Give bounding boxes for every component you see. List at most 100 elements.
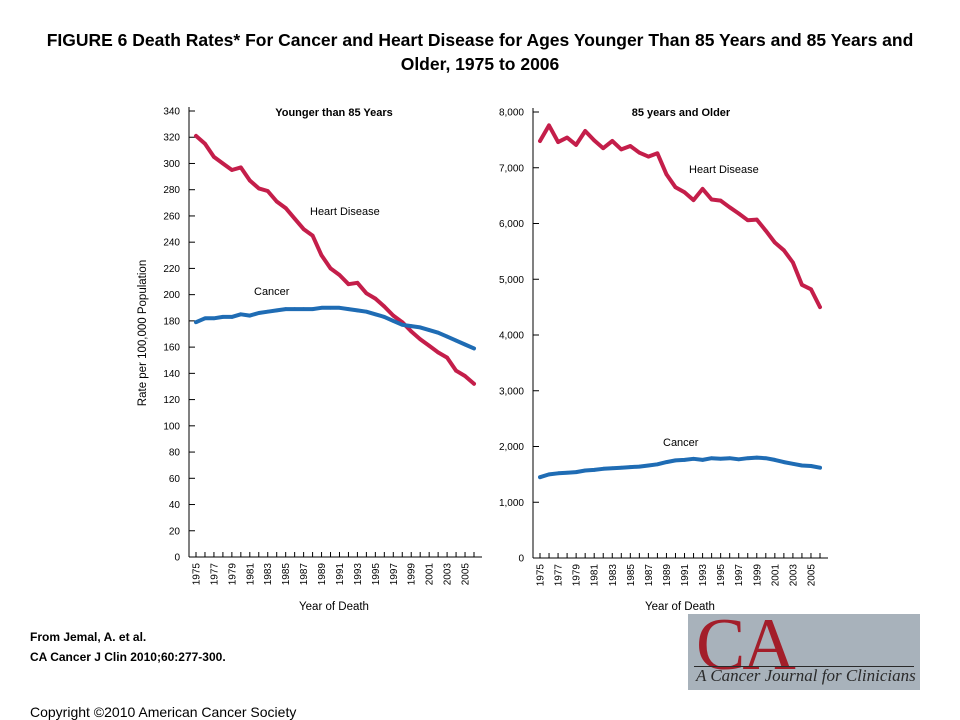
cancer-data-point (310, 307, 315, 311)
logo-journal-name: A Cancer Journal for Clinicians (696, 666, 916, 685)
cancer-data-point (601, 467, 605, 471)
heart-disease-data-point (745, 218, 750, 222)
heart-disease-data-point (782, 248, 786, 253)
cancer-data-point (764, 456, 768, 461)
x-tick-label: 1993 (698, 564, 709, 587)
cancer-data-point (194, 320, 198, 325)
x-tick-label: 1999 (407, 563, 418, 586)
y-tick-label: 0 (518, 554, 524, 565)
heart-disease-data-point (239, 165, 243, 170)
cancer-data-point (319, 306, 324, 310)
cancer-data-point (427, 328, 432, 332)
heart-disease-data-point (283, 206, 288, 210)
cancer-data-point (637, 464, 642, 469)
x-tick-label: 1991 (335, 563, 346, 586)
cancer-data-point (283, 307, 288, 311)
x-tick-label: 2003 (788, 564, 799, 587)
y-tick-label: 140 (163, 369, 180, 380)
heart-disease-data-point (194, 134, 198, 138)
heart-disease-data-point (601, 146, 605, 150)
y-tick-label: 280 (163, 185, 180, 196)
cancer-data-point (472, 346, 476, 351)
heart-disease-data-point (727, 205, 732, 210)
cancer-data-point (239, 312, 243, 317)
cancer-data-point (700, 458, 705, 462)
cancer-series-line (538, 455, 822, 480)
x-tick-label: 1975 (192, 563, 203, 586)
journal-logo: CA A Cancer Journal for Clinicians (688, 614, 920, 690)
cancer-data-point (445, 334, 449, 339)
cancer-data-point (265, 309, 270, 314)
cancer-data-point (248, 313, 252, 318)
x-tick-label: 1977 (209, 563, 220, 586)
cancer-data-point (673, 458, 678, 463)
heart-disease-data-point (409, 329, 414, 334)
heart-disease-data-point (427, 344, 432, 348)
y-tick-label: 8,000 (499, 108, 524, 119)
cancer-data-point (682, 458, 687, 462)
heart-disease-data-point (418, 337, 423, 342)
cancer-data-point (301, 307, 306, 311)
heart-disease-data-point (700, 187, 705, 191)
cancer-data-point (556, 471, 560, 476)
heart-disease-data-point (355, 281, 360, 285)
x-tick-label: 1981 (590, 564, 601, 587)
cancer-data-point (736, 457, 741, 462)
y-tick-label: 3,000 (499, 386, 524, 397)
cancer-data-point (818, 465, 822, 470)
heart-disease-data-point (791, 260, 795, 265)
y-tick-label: 300 (163, 159, 180, 170)
heart-disease-data-point (257, 186, 261, 191)
heart-disease-data-point (628, 144, 633, 148)
x-axis-title: Year of Death (299, 601, 369, 610)
heart-disease-data-point (292, 216, 297, 221)
y-tick-label: 5,000 (499, 275, 524, 286)
y-tick-label: 2,000 (499, 442, 524, 453)
heart-disease-data-point (619, 147, 624, 152)
heart-disease-data-point (382, 304, 387, 309)
heart-disease-data-point (764, 228, 768, 233)
x-tick-label: 1997 (734, 564, 745, 587)
y-tick-label: 20 (169, 526, 181, 537)
x-tick-label: 1987 (299, 563, 310, 586)
heart-disease-data-point (637, 150, 642, 155)
heart-disease-data-point (221, 161, 225, 166)
y-tick-label: 180 (163, 316, 180, 327)
heart-disease-data-point (319, 253, 324, 258)
y-tick-label: 220 (163, 264, 180, 275)
x-tick-label: 1985 (281, 563, 292, 586)
cancer-data-point (628, 465, 633, 469)
y-tick-label: 0 (174, 553, 180, 564)
heart-disease-series-line (194, 133, 476, 386)
heart-disease-data-point (664, 172, 669, 177)
x-tick-label: 1989 (662, 564, 673, 587)
cancer-data-point (664, 460, 669, 464)
x-tick-label: 1979 (227, 563, 238, 586)
heart-disease-data-point (691, 198, 696, 202)
panel-title: 85 years and Older (632, 107, 731, 119)
y-tick-label: 80 (169, 448, 181, 459)
x-tick-label: 1995 (716, 564, 727, 587)
x-tick-label: 1993 (353, 563, 364, 586)
x-tick-label: 1977 (554, 564, 565, 587)
heart-disease-data-point (538, 139, 542, 143)
y-tick-label: 200 (163, 290, 180, 301)
y-tick-label: 100 (163, 421, 180, 432)
heart-disease-data-point (646, 154, 651, 159)
x-tick-label: 2001 (425, 563, 436, 586)
cancer-data-point (782, 460, 786, 464)
cancer-data-point (574, 470, 578, 474)
cancer-data-point (418, 325, 423, 330)
heart-disease-data-point (328, 266, 333, 271)
y-axis-title: Rate per 100,000 Population (137, 260, 149, 406)
logo-rule (694, 666, 914, 667)
x-tick-label: 1985 (626, 564, 637, 587)
cancer-data-point (355, 308, 360, 313)
heart-disease-data-point (682, 190, 687, 195)
heart-disease-series-line (538, 123, 822, 310)
heart-disease-label: Heart Disease (689, 164, 759, 176)
heart-disease-data-point (463, 374, 467, 378)
cancer-data-point (364, 309, 369, 314)
panel-85-and-older: 85 years and Older Year of Death Heart D… (499, 107, 828, 610)
cancer-data-point (538, 475, 542, 480)
